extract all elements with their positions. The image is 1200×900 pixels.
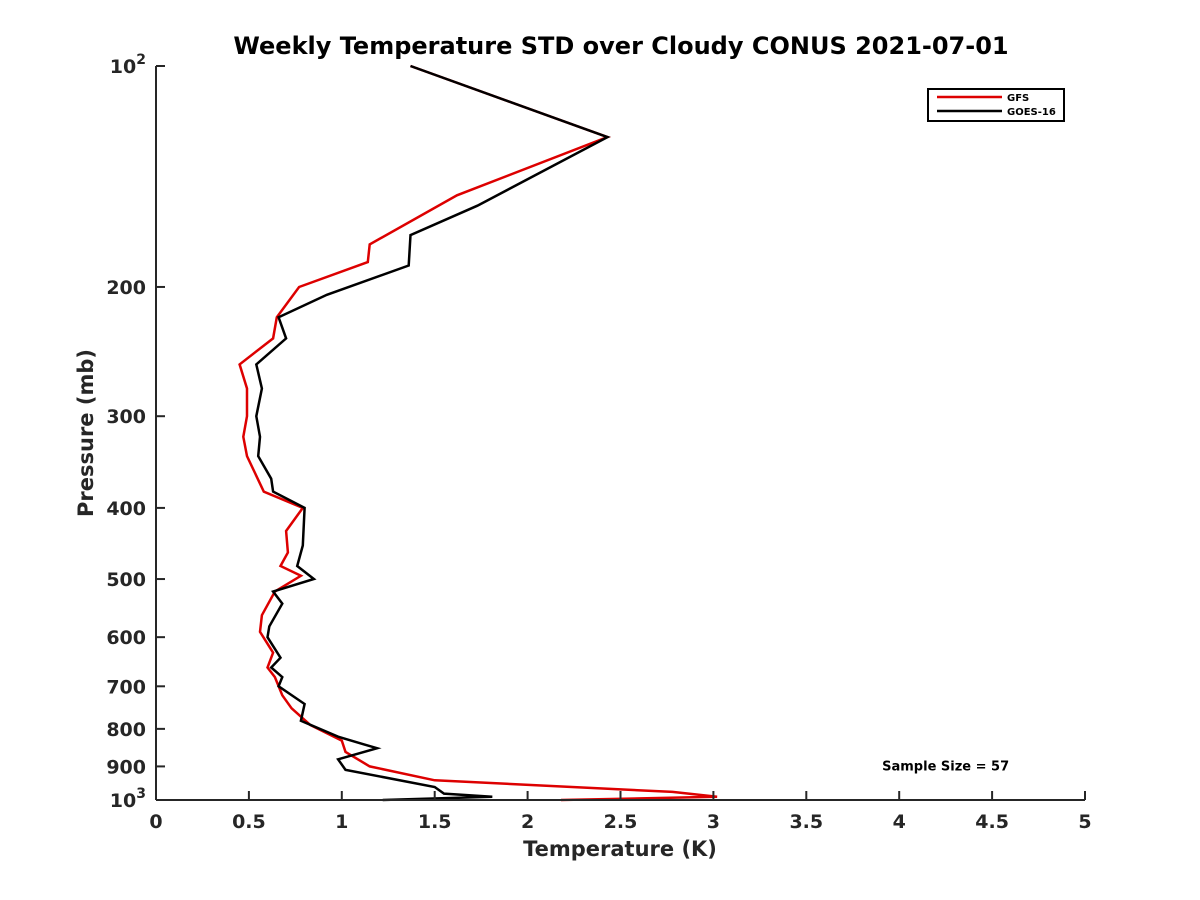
x-tick-label: 1.5 — [418, 811, 452, 833]
plot-lines — [238, 64, 718, 802]
x-axis-label: Temperature (K) — [523, 837, 717, 861]
series-line-goes-16 — [254, 64, 611, 802]
legend: GFS GOES-16 — [927, 88, 1065, 122]
chart-title: Weekly Temperature STD over Cloudy CONUS… — [233, 32, 1008, 60]
legend-label-gfs: GFS — [1007, 93, 1029, 104]
x-tick-label: 4 — [893, 811, 906, 833]
y-ticks: 102 200 300 400 500 600 700 800 900 103 — [106, 52, 165, 812]
legend-label-goes16: GOES-16 — [1007, 107, 1056, 118]
y-tick-label: 103 — [110, 786, 146, 812]
y-axis-label: Pressure (mb) — [74, 349, 98, 517]
x-tick-label: 4.5 — [975, 811, 1009, 833]
x-ticks: 0 0.5 1 1.5 2 2.5 3 3.5 4 4.5 5 — [149, 791, 1092, 833]
axes — [155, 66, 1085, 801]
y-tick-label: 300 — [106, 406, 146, 428]
x-tick-label: 3.5 — [789, 811, 823, 833]
x-tick-label: 5 — [1078, 811, 1091, 833]
legend-box — [927, 88, 1065, 122]
x-tick-label: 0.5 — [232, 811, 266, 833]
y-tick-label: 900 — [106, 756, 146, 778]
x-tick-label: 3 — [707, 811, 720, 833]
y-tick-label: 800 — [106, 719, 146, 741]
series-line-gfs — [238, 64, 718, 802]
x-tick-label: 2.5 — [604, 811, 638, 833]
y-tick-label: 400 — [106, 498, 146, 520]
y-tick-label: 700 — [106, 676, 146, 698]
y-tick-label: 102 — [110, 52, 146, 78]
sample-size-annotation: Sample Size = 57 — [882, 759, 1009, 774]
x-tick-label: 1 — [335, 811, 348, 833]
y-tick-label: 200 — [106, 277, 146, 299]
y-tick-label: 600 — [106, 627, 146, 649]
x-tick-label: 2 — [521, 811, 534, 833]
y-tick-label: 500 — [106, 569, 146, 591]
x-tick-label: 0 — [149, 811, 162, 833]
